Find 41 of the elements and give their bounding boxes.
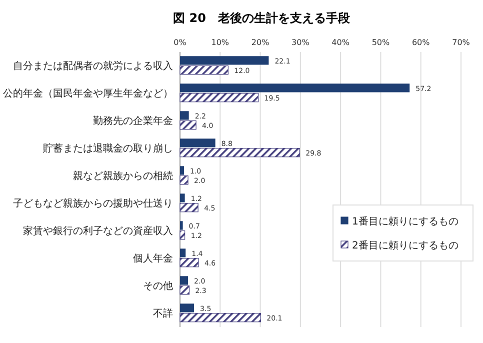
- x-tick-label: 20%: [251, 38, 270, 47]
- y-tick-label: 勤務先の企業年金: [93, 114, 173, 127]
- bar: [180, 276, 188, 285]
- bar: [180, 202, 198, 212]
- x-tick-label: 10%: [211, 38, 230, 47]
- bar: [180, 92, 259, 102]
- bar: [180, 166, 184, 175]
- x-tick-label: 60%: [412, 38, 430, 47]
- bar: [180, 258, 199, 268]
- bar: [180, 312, 261, 322]
- bar: [180, 285, 190, 295]
- bar: [180, 175, 188, 185]
- y-tick-label: 公的年金（国民年金や厚生年金など）: [3, 87, 173, 100]
- y-tick-label: 貯蓄または退職金の取り崩し: [43, 142, 173, 154]
- bar: [180, 138, 216, 148]
- bar: [180, 248, 186, 258]
- bar: [180, 56, 269, 65]
- legend-label: 1番目に頼りにするもの: [352, 216, 458, 228]
- legend-label: 2番目に頼りにするもの: [352, 240, 458, 252]
- bar: [180, 221, 183, 230]
- y-tick-label: 不詳: [153, 307, 173, 320]
- bar: [180, 148, 300, 158]
- bar: [180, 84, 410, 92]
- chart-title: 図 20 老後の生計を支える手段: [173, 11, 351, 25]
- bar: [180, 304, 194, 312]
- y-tick-label: 個人年金: [133, 252, 173, 264]
- bar: [180, 120, 196, 130]
- y-tick-label: 子どもなど親族からの援助や仕送り: [13, 197, 173, 210]
- y-tick-label: 親など親族からの相続: [73, 170, 173, 182]
- bar: [180, 65, 228, 75]
- x-tick-label: 0%: [174, 38, 187, 47]
- bar: [180, 230, 186, 240]
- y-tick-label: 自分または配偶者の就労による収入: [13, 60, 173, 72]
- x-tick-label: 70%: [452, 38, 470, 47]
- x-tick-label: 40%: [332, 38, 350, 47]
- y-tick-label: その他: [143, 280, 173, 292]
- bar: [180, 111, 189, 120]
- bar: [180, 194, 185, 202]
- x-tick-label: 50%: [372, 38, 390, 47]
- y-tick-label: 家賃や銀行の利子などの資産収入: [23, 224, 173, 237]
- x-tick-label: 30%: [292, 38, 310, 47]
